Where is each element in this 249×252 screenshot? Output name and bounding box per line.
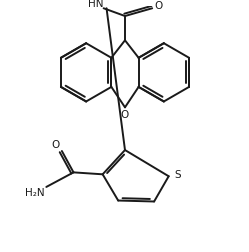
Text: O: O: [121, 110, 129, 120]
Text: H₂N: H₂N: [25, 187, 45, 197]
Text: S: S: [174, 170, 181, 180]
Text: O: O: [51, 140, 59, 150]
Text: O: O: [155, 1, 163, 11]
Text: HN: HN: [88, 0, 104, 9]
